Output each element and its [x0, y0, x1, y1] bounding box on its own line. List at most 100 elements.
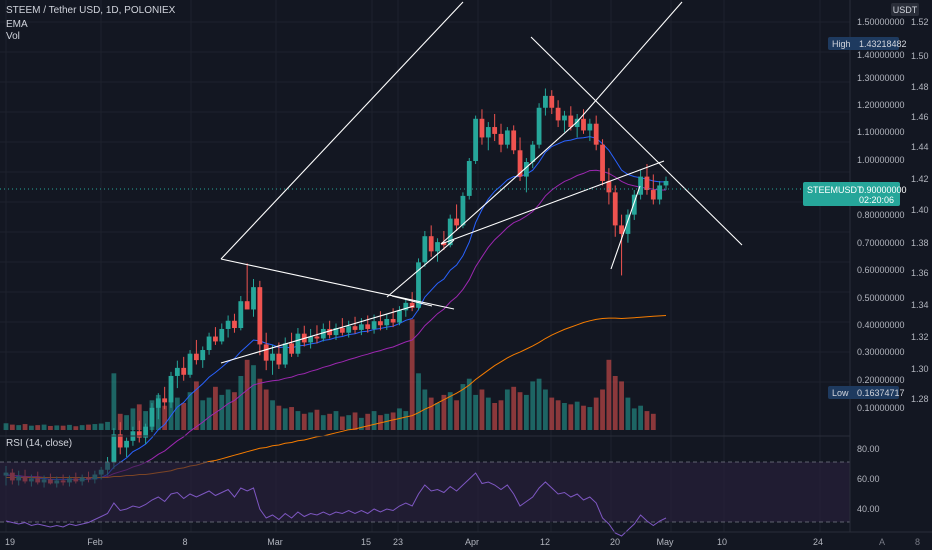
volume-bar [73, 426, 79, 430]
price-tick-label: 1.00000000 [857, 155, 905, 165]
countdown: 02:20:06 [859, 195, 894, 205]
candle-body [314, 336, 320, 339]
price-tick-label-secondary: 1.50 [911, 51, 929, 61]
settings-button[interactable]: 8 [915, 537, 920, 547]
high-label: High [832, 39, 851, 49]
candle-body [168, 375, 174, 403]
volume-bar [213, 386, 218, 430]
quote-currency-badge[interactable]: USDT [891, 3, 919, 16]
time-tick-label: 15 [361, 537, 371, 547]
time-tick-label: 23 [393, 537, 403, 547]
volume-bar [251, 365, 256, 430]
quote-currency: USDT [893, 5, 918, 15]
low-value: 0.16374717 [857, 388, 905, 398]
low-badge: Low 0.16374717 [828, 386, 905, 399]
candle-body [606, 180, 612, 193]
volume-bar [54, 425, 60, 430]
price-tick-label-secondary: 1.34 [911, 300, 929, 310]
candle-body [403, 302, 409, 311]
volume-bar [200, 400, 206, 430]
volume-bar [543, 389, 548, 430]
candle-body [530, 144, 536, 163]
price-tick-label: 0.80000000 [857, 210, 905, 220]
candle-body [549, 95, 555, 108]
price-tick-label-secondary: 1.52 [911, 17, 929, 27]
trendlines[interactable] [220, 1, 743, 364]
candle-body [498, 133, 504, 145]
ema-legend[interactable]: EMA [6, 19, 28, 30]
rising-support [440, 121, 578, 245]
auto-scale-button[interactable]: A [879, 537, 885, 547]
candle-body [612, 192, 618, 226]
candle-body [213, 336, 218, 342]
channel-line-lower-left [220, 305, 415, 364]
candle-body [219, 328, 225, 342]
volume-bar [523, 394, 529, 430]
volume-bar [517, 392, 523, 430]
symbol-line[interactable]: STEEM / Tether USD, 1D, POLONIEX [6, 5, 176, 16]
volume-bar [606, 359, 612, 430]
candle-body [117, 434, 123, 448]
volume-bar [568, 404, 574, 430]
candle-body [155, 398, 161, 408]
volume-bar [232, 392, 237, 430]
candle-body [409, 302, 415, 308]
volume-bar [301, 413, 307, 430]
candle-body [320, 328, 326, 339]
volume-bar [504, 389, 510, 430]
volume-bar [193, 381, 199, 430]
volume-bar [48, 425, 53, 430]
volume-bar [124, 415, 129, 430]
candle-body [397, 310, 402, 323]
price-tick-label-secondary: 1.48 [911, 82, 929, 92]
price-tick-label-secondary: 1.30 [911, 364, 929, 374]
rsi-tick-label: 80.00 [857, 444, 880, 454]
time-axis[interactable]: 19 Feb 8 Mar 15 23 Apr 12 20 May 10 24 [5, 537, 823, 547]
volume-bar [9, 424, 15, 430]
volume-bar [130, 408, 136, 430]
volume-bar [314, 409, 320, 430]
time-tick-label: 19 [5, 537, 15, 547]
volume-bar [111, 373, 117, 430]
price-axis[interactable]: 1.50000000 1.40000000 1.30000000 1.20000000… [857, 17, 929, 413]
price-tick-label: 0.20000000 [857, 375, 905, 385]
candle-body [111, 434, 117, 463]
vol-legend[interactable]: Vol [6, 31, 20, 42]
candle-body [517, 150, 523, 177]
volume-bar [276, 405, 282, 430]
rsi-tick-label: 40.00 [857, 504, 880, 514]
candle-body [282, 343, 288, 365]
candle-body [511, 130, 517, 151]
volume-bar [3, 423, 9, 430]
volume-bar [352, 412, 358, 430]
candle-body [206, 336, 212, 351]
volume-bar [168, 389, 174, 430]
candle-body [263, 344, 269, 361]
candle-body [587, 123, 593, 131]
candle-body [574, 118, 580, 128]
candle-body [619, 225, 624, 234]
candle-body [644, 176, 650, 191]
price-tick-label: 0.70000000 [857, 238, 905, 248]
volume-bar [562, 403, 567, 430]
candle-body [466, 160, 472, 196]
price-tick-label-secondary: 1.46 [911, 112, 929, 122]
volume-bar [390, 412, 396, 430]
volume-bar [638, 405, 644, 430]
volume-bar [22, 424, 28, 430]
volume-bar [238, 376, 244, 430]
rsi-band [0, 462, 850, 522]
candle-body [428, 236, 434, 252]
candle-body [327, 328, 333, 336]
rsi-legend[interactable]: RSI (14, close) [6, 438, 73, 449]
descending-resistance [530, 36, 743, 246]
volume-bar [358, 417, 364, 430]
rsi-line [5, 472, 667, 537]
price-tick-label: 1.20000000 [857, 100, 905, 110]
time-tick-label: 12 [540, 537, 550, 547]
upper-channel-right [576, 1, 683, 123]
volume-bar [365, 413, 371, 430]
time-tick-label: May [656, 537, 674, 547]
